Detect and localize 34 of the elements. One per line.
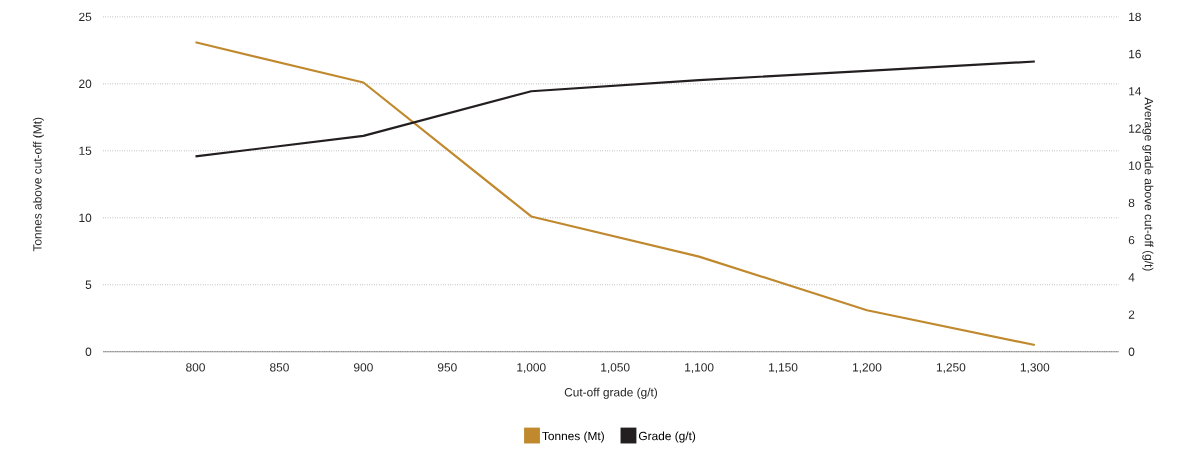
y-tick-label: 20 [79,79,92,89]
x-axis-title: Cut-off grade (g/t) [564,387,658,399]
y2-tick-label: 12 [1129,124,1141,133]
y2-tick-label: 8 [1128,198,1135,208]
x-tick-label: 1,150 [769,363,798,374]
y2-tick-label: 16 [1129,49,1141,59]
y-tick-label: 10 [79,213,92,223]
y2-tick-label: 0 [1128,347,1135,357]
line-series [194,60,1036,158]
legend-label: Tonnes (Mt) [542,431,604,443]
x-tick-label: 1,050 [601,363,630,374]
x-tick-label: 850 [270,363,289,372]
legend-label: Grade (g/t) [638,431,696,443]
x-tick-label: 1,250 [936,363,966,374]
x-tick-label: 1,300 [1020,363,1050,374]
x-tick-label: 1,000 [517,363,546,374]
y2-tick-label: 2 [1128,310,1135,319]
x-tick-label: 1,200 [852,363,882,374]
y2-tick-label: 18 [1129,12,1141,22]
x-tick-label: 1,100 [685,363,714,374]
y-axis-title: Tonnes above cut-off (Mt) [32,117,44,252]
y-tick-label: 5 [85,280,92,290]
y-tick-label: 0 [85,347,92,357]
x-tick-label: 800 [186,363,205,372]
y2-tick-label: 6 [1128,236,1135,245]
line-series [194,41,1036,347]
y2-tick-label: 14 [1129,87,1142,96]
y-tick-label: 15 [79,146,92,156]
y2-tick-label: 4 [1128,273,1135,282]
y2-tick-label: 10 [1129,161,1141,171]
x-tick-label: 950 [437,363,457,372]
x-tick-label: 900 [354,363,373,372]
y-tick-label: 25 [79,12,92,22]
y2-axis-title: Average grade above cut-off (g/t) [1142,97,1154,271]
